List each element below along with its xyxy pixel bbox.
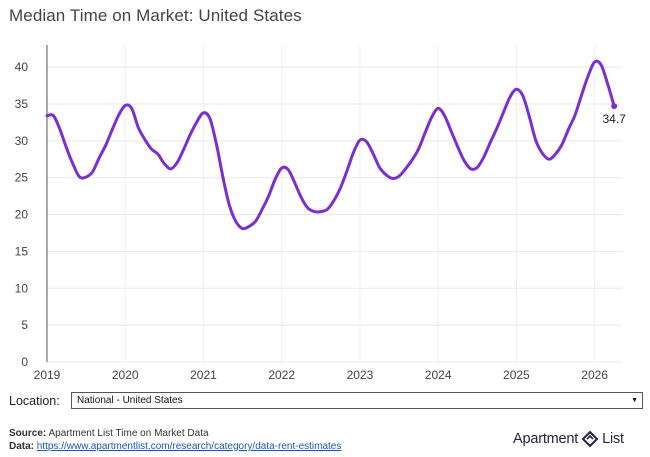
x-tick-label: 2022: [268, 368, 295, 382]
x-tick-label: 2024: [425, 368, 452, 382]
series-line: [45, 59, 616, 231]
data-line: Data: https://www.apartmentlist.com/rese…: [9, 440, 341, 453]
logo-text-left: Apartment: [513, 431, 579, 447]
x-tick-label: 2020: [112, 368, 139, 382]
chart-title: Median Time on Market: United States: [9, 6, 302, 25]
y-tick-label: 40: [15, 60, 29, 74]
end-point-marker: [611, 103, 618, 110]
y-tick-label: 20: [15, 208, 29, 222]
y-tick-label: 15: [15, 244, 29, 258]
y-tick-label: 0: [21, 355, 28, 369]
logo-mark-icon: [581, 430, 599, 448]
x-tick-label: 2019: [34, 368, 61, 382]
location-row: Location: National - United States ▼: [9, 392, 643, 409]
data-label: Data:: [9, 441, 35, 452]
logo-text-right: List: [602, 431, 624, 447]
source-text: Apartment List Time on Market Data: [48, 428, 209, 439]
y-tick-label: 5: [21, 318, 28, 332]
x-tick-label: 2023: [347, 368, 374, 382]
y-tick-label: 10: [15, 281, 29, 295]
x-tick-label: 2025: [503, 368, 530, 382]
source-line: Source: Apartment List Time on Market Da…: [9, 427, 341, 440]
y-tick-label: 30: [15, 134, 29, 148]
end-point-label: 34.7: [602, 112, 626, 126]
y-tick-label: 25: [15, 171, 29, 185]
source-label: Source:: [9, 428, 47, 439]
data-link[interactable]: https://www.apartmentlist.com/research/c…: [36, 441, 342, 452]
apartment-list-logo: Apartment List: [513, 430, 624, 448]
footer: Source: Apartment List Time on Market Da…: [9, 427, 341, 453]
location-select[interactable]: National - United States ▼: [71, 392, 643, 409]
location-selected-value: National - United States: [77, 395, 183, 406]
x-tick-label: 2026: [581, 368, 608, 382]
dropdown-arrow-icon: ▼: [631, 397, 638, 404]
y-tick-label: 35: [15, 97, 29, 111]
location-label: Location:: [9, 393, 60, 408]
x-tick-label: 2021: [190, 368, 217, 382]
